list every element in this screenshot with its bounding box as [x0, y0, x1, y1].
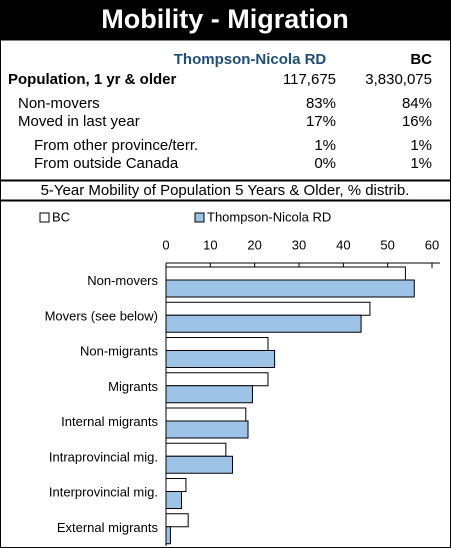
chart-title: 5-Year Mobility of Population 5 Years & … — [41, 182, 410, 199]
bar — [165, 279, 415, 298]
cell: 3,830,075 — [365, 71, 432, 88]
x-tick-label: 10 — [203, 237, 217, 252]
category-label: External migrants — [57, 520, 159, 535]
category-label: Migrants — [108, 379, 158, 394]
bar — [165, 420, 249, 439]
legend-swatch — [39, 212, 50, 223]
bar — [165, 314, 362, 333]
bar — [165, 513, 189, 528]
cell: 1% — [410, 155, 432, 172]
cell: 16% — [402, 113, 432, 130]
bar — [165, 385, 253, 404]
row-label: Moved in last year — [18, 113, 140, 130]
title-bar — [0, 0, 451, 40]
bar — [165, 337, 269, 351]
category-label: Non-movers — [87, 273, 158, 288]
cell: 117,675 — [283, 71, 336, 88]
bar — [165, 491, 183, 509]
row-label: Non-movers — [18, 95, 100, 112]
row-label: From outside Canada — [34, 155, 179, 172]
cell: 84% — [402, 95, 432, 112]
legend-swatch — [194, 212, 205, 223]
cell: 1% — [314, 137, 336, 154]
bar — [165, 266, 406, 281]
x-tick-label: 40 — [336, 237, 350, 252]
title: Mobility - Migration — [101, 4, 348, 34]
x-tick-label: 20 — [247, 237, 261, 252]
x-tick-label: 60 — [425, 237, 439, 252]
category-label: Intraprovincial mig. — [49, 449, 158, 464]
column-header: BC — [410, 51, 432, 68]
bar — [165, 301, 371, 316]
cell: 1% — [410, 137, 432, 154]
cell: 83% — [306, 95, 336, 112]
bar — [165, 372, 269, 387]
x-tick-label: 30 — [292, 237, 306, 252]
category-label: Non-migrants — [80, 344, 159, 359]
bar — [165, 407, 247, 422]
bar — [165, 478, 187, 492]
row-label: Population, 1 yr & older — [8, 71, 177, 88]
category-label: Interprovincial mig. — [49, 485, 158, 500]
legend-label: Thompson-Nicola RD — [207, 209, 331, 224]
x-tick-label: 0 — [162, 237, 169, 252]
bar — [165, 442, 227, 457]
category-label: Internal migrants — [61, 414, 158, 429]
cell: 0% — [314, 155, 336, 172]
column-header: Thompson-Nicola RD — [174, 51, 327, 68]
category-label: Movers (see below) — [45, 308, 158, 323]
bar — [165, 350, 276, 368]
cell: 17% — [306, 113, 336, 130]
x-tick-label: 50 — [380, 237, 394, 252]
bar — [165, 526, 171, 545]
bar — [165, 455, 233, 474]
row-label: From other province/terr. — [34, 137, 198, 154]
legend-label: BC — [52, 209, 70, 224]
